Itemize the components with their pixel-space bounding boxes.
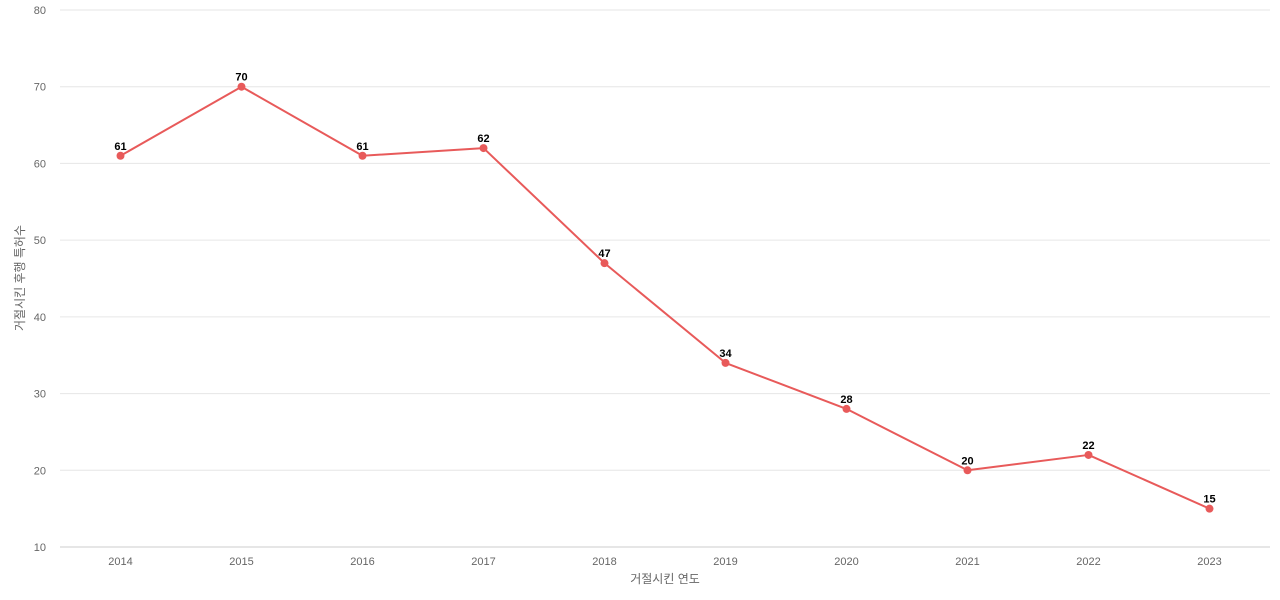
gridlines <box>60 9 1270 548</box>
data-label: 61 <box>114 141 126 153</box>
data-label: 61 <box>356 141 368 153</box>
x-tick-label: 2023 <box>1197 556 1221 568</box>
series <box>116 82 1214 513</box>
data-label: 22 <box>1082 440 1094 452</box>
data-point[interactable] <box>842 404 851 413</box>
data-point[interactable] <box>1205 504 1214 513</box>
y-tick-label: 20 <box>34 465 46 477</box>
data-label: 15 <box>1203 494 1215 506</box>
x-tick-label: 2019 <box>713 556 737 568</box>
data-point[interactable] <box>116 151 125 160</box>
x-tick-label: 2017 <box>471 556 495 568</box>
y-axis-ticks: 10 20 30 40 50 60 70 80 <box>34 5 46 554</box>
data-labels: 61 70 61 62 47 34 28 20 22 15 <box>114 72 1215 506</box>
data-label: 47 <box>598 248 610 260</box>
y-tick-label: 60 <box>34 158 46 170</box>
x-tick-label: 2018 <box>592 556 616 568</box>
data-point[interactable] <box>479 144 488 153</box>
y-tick-label: 80 <box>34 5 46 17</box>
series-line <box>119 85 1211 510</box>
data-point[interactable] <box>963 466 972 475</box>
y-tick-label: 30 <box>34 389 46 401</box>
x-tick-label: 2016 <box>350 556 374 568</box>
y-tick-label: 40 <box>34 312 46 324</box>
x-tick-label: 2014 <box>108 556 132 568</box>
x-axis-title: 거절시킨 연도 <box>630 572 700 586</box>
x-tick-label: 2021 <box>955 556 979 568</box>
data-point[interactable] <box>1084 450 1093 459</box>
data-label: 62 <box>477 133 489 145</box>
data-label: 20 <box>961 455 973 467</box>
data-point[interactable] <box>358 151 367 160</box>
x-axis-ticks: 2014 2015 2016 2017 2018 2019 2020 2021 2022 2023 <box>108 556 1221 568</box>
x-tick-label: 2015 <box>229 556 253 568</box>
data-label: 28 <box>840 394 852 406</box>
y-tick-label: 10 <box>34 542 46 554</box>
y-axis-title: 거절시킨 후행 특허수 <box>12 225 27 331</box>
data-point[interactable] <box>600 259 609 268</box>
y-tick-label: 50 <box>34 235 46 247</box>
data-point[interactable] <box>721 358 730 367</box>
y-tick-label: 70 <box>34 82 46 94</box>
x-tick-label: 2020 <box>834 556 858 568</box>
data-label: 70 <box>235 72 247 84</box>
data-label: 34 <box>719 348 732 360</box>
data-point[interactable] <box>237 82 246 91</box>
x-tick-label: 2022 <box>1076 556 1100 568</box>
